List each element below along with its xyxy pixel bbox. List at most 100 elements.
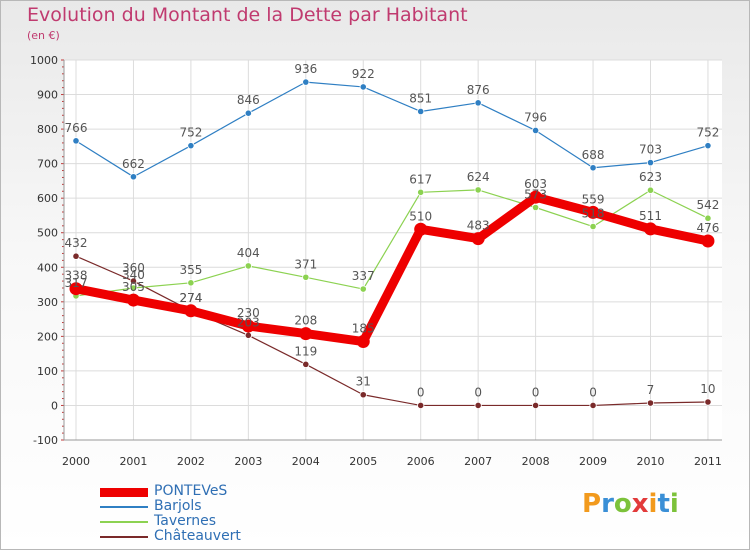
data-label: 542 bbox=[696, 198, 719, 212]
y-tick-label: 400 bbox=[37, 261, 58, 274]
data-label: 317 bbox=[65, 276, 88, 290]
data-label: 796 bbox=[524, 110, 547, 124]
data-point bbox=[531, 126, 540, 135]
data-point bbox=[129, 284, 138, 292]
legend-swatch bbox=[100, 536, 148, 538]
data-label: 360 bbox=[122, 261, 145, 275]
legend-swatch bbox=[100, 506, 148, 508]
data-point bbox=[644, 222, 657, 236]
data-label: 0 bbox=[474, 385, 482, 399]
data-point bbox=[704, 142, 712, 150]
legend-item: Barjols bbox=[100, 498, 360, 515]
x-tick-label: 2006 bbox=[407, 455, 435, 468]
legend-swatch bbox=[100, 487, 148, 497]
data-point bbox=[244, 331, 252, 339]
logo-letter: i bbox=[648, 489, 658, 519]
data-label: 305 bbox=[122, 280, 145, 294]
data-label: 876 bbox=[467, 83, 490, 97]
data-point bbox=[302, 78, 310, 86]
legend-label: Barjols bbox=[154, 498, 202, 514]
series-tavernes bbox=[72, 186, 712, 300]
data-point bbox=[356, 335, 370, 349]
data-point bbox=[187, 142, 195, 150]
x-tick-label: 2011 bbox=[694, 455, 722, 468]
data-label: 766 bbox=[65, 121, 88, 135]
legend-label: Tavernes bbox=[154, 513, 217, 529]
logo-letter: x bbox=[631, 489, 649, 519]
data-label: 185 bbox=[352, 322, 375, 336]
data-label: 355 bbox=[179, 263, 202, 277]
x-tick-label: 2007 bbox=[464, 455, 492, 468]
logo-letter: r bbox=[601, 489, 614, 519]
data-label: 10 bbox=[700, 382, 715, 396]
x-tick-label: 2002 bbox=[177, 455, 205, 468]
data-point bbox=[417, 107, 425, 116]
logo-letter: t bbox=[657, 489, 670, 519]
x-tick-label: 2000 bbox=[62, 455, 90, 468]
data-point bbox=[704, 398, 712, 406]
x-tick-label: 2008 bbox=[522, 455, 550, 468]
x-tick-label: 2009 bbox=[579, 455, 607, 468]
data-label: 573 bbox=[524, 188, 547, 202]
legend-item: Tavernes bbox=[100, 513, 360, 530]
data-point bbox=[129, 173, 138, 181]
logo-letter: o bbox=[613, 489, 632, 519]
x-tick-label: 2010 bbox=[637, 455, 665, 468]
data-point bbox=[359, 83, 367, 91]
data-label: 208 bbox=[294, 314, 317, 328]
data-label: 337 bbox=[352, 269, 375, 283]
x-tick-label: 2003 bbox=[234, 455, 262, 468]
data-point bbox=[531, 203, 540, 212]
data-label: 624 bbox=[467, 170, 490, 184]
data-label: 851 bbox=[409, 91, 432, 105]
y-tick-label: -100 bbox=[33, 434, 58, 447]
data-point bbox=[417, 188, 425, 196]
series-line bbox=[71, 192, 713, 347]
data-label: 338 bbox=[65, 269, 88, 283]
data-label: 518 bbox=[582, 207, 605, 221]
y-tick-label: 100 bbox=[37, 365, 58, 378]
data-label: 0 bbox=[532, 385, 540, 399]
data-point bbox=[184, 304, 198, 318]
data-point bbox=[589, 164, 597, 172]
data-label: 230 bbox=[237, 306, 260, 320]
legend-item: Châteauvert bbox=[100, 528, 360, 545]
data-label: 483 bbox=[467, 219, 490, 233]
data-point bbox=[589, 401, 597, 410]
x-tick-label: 2001 bbox=[119, 455, 147, 468]
data-label: 922 bbox=[352, 67, 375, 81]
data-label: 510 bbox=[409, 209, 432, 223]
data-point bbox=[586, 205, 600, 219]
data-label: 511 bbox=[639, 209, 662, 223]
data-point bbox=[589, 222, 597, 231]
data-point bbox=[474, 186, 482, 194]
data-point bbox=[704, 214, 712, 222]
y-tick-label: 0 bbox=[51, 399, 58, 412]
legend-item: PONTEVeS bbox=[100, 483, 360, 500]
plot-area bbox=[64, 60, 722, 440]
data-label: 559 bbox=[582, 192, 605, 206]
data-label: 623 bbox=[639, 170, 662, 184]
series-ponteves bbox=[69, 190, 715, 349]
data-label: 617 bbox=[409, 172, 432, 186]
proxiti-logo: Proxiti bbox=[582, 489, 679, 519]
data-point bbox=[359, 391, 367, 399]
data-point bbox=[471, 232, 485, 246]
y-tick-label: 300 bbox=[37, 296, 58, 309]
data-point bbox=[126, 293, 140, 307]
logo-letter: P bbox=[582, 489, 602, 519]
data-label: 340 bbox=[122, 268, 145, 282]
x-tick-label: 2004 bbox=[292, 455, 320, 468]
y-tick-label: 600 bbox=[37, 192, 58, 205]
y-tick-label: 800 bbox=[37, 123, 58, 136]
data-point bbox=[299, 327, 313, 341]
data-point bbox=[302, 360, 310, 368]
data-label: 688 bbox=[582, 148, 605, 162]
data-label: 371 bbox=[294, 257, 317, 271]
chart-title: Evolution du Montant de la Dette par Hab… bbox=[27, 4, 468, 26]
data-point bbox=[72, 137, 80, 145]
data-label: 274 bbox=[179, 291, 202, 305]
data-label: 476 bbox=[696, 221, 719, 235]
data-label: 662 bbox=[122, 157, 145, 171]
